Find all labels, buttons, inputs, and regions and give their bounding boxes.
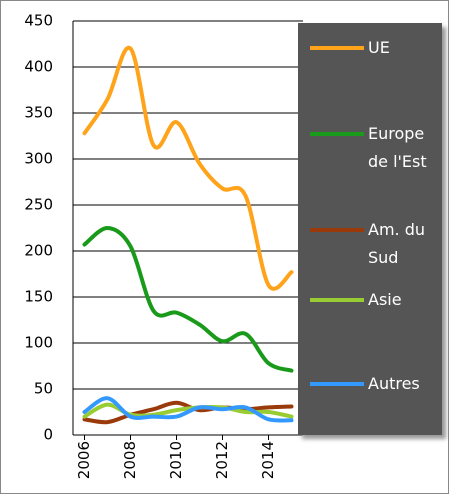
y-tick-label: 200 bbox=[24, 242, 53, 260]
legend-label: Am. du Sud bbox=[368, 220, 425, 267]
y-tick-label: 0 bbox=[43, 426, 53, 444]
y-tick-label: 400 bbox=[24, 58, 53, 76]
x-tick-label: 2014 bbox=[259, 441, 277, 479]
x-tick-label: 2006 bbox=[75, 441, 93, 479]
y-tick-label: 450 bbox=[24, 12, 53, 30]
series-line bbox=[82, 45, 294, 291]
legend-swatch bbox=[310, 132, 364, 136]
x-tick-label: 2012 bbox=[213, 441, 231, 479]
legend-label: UE bbox=[368, 38, 390, 57]
y-tick-label: 300 bbox=[24, 150, 53, 168]
y-tick-label: 350 bbox=[24, 104, 53, 122]
series-line bbox=[82, 226, 294, 373]
legend-label: Europe de l'Est bbox=[368, 124, 427, 171]
y-tick-label: 250 bbox=[24, 196, 53, 214]
y-tick-label: 100 bbox=[24, 334, 53, 352]
x-tick-label: 2008 bbox=[121, 441, 139, 479]
series-line bbox=[82, 396, 294, 423]
y-tick-label: 150 bbox=[24, 288, 53, 306]
x-tick-label: 2010 bbox=[167, 441, 185, 479]
legend-swatch bbox=[310, 382, 364, 386]
series-line bbox=[82, 400, 294, 425]
legend-swatch bbox=[310, 298, 364, 302]
legend-label: Autres bbox=[368, 374, 420, 393]
legend: UE Europe de l'Est Am. du Sud Asie Autres bbox=[298, 23, 442, 435]
legend-swatch bbox=[310, 228, 364, 232]
legend-label: Asie bbox=[368, 290, 402, 309]
legend-swatch bbox=[310, 46, 364, 50]
y-tick-label: 50 bbox=[34, 380, 53, 398]
